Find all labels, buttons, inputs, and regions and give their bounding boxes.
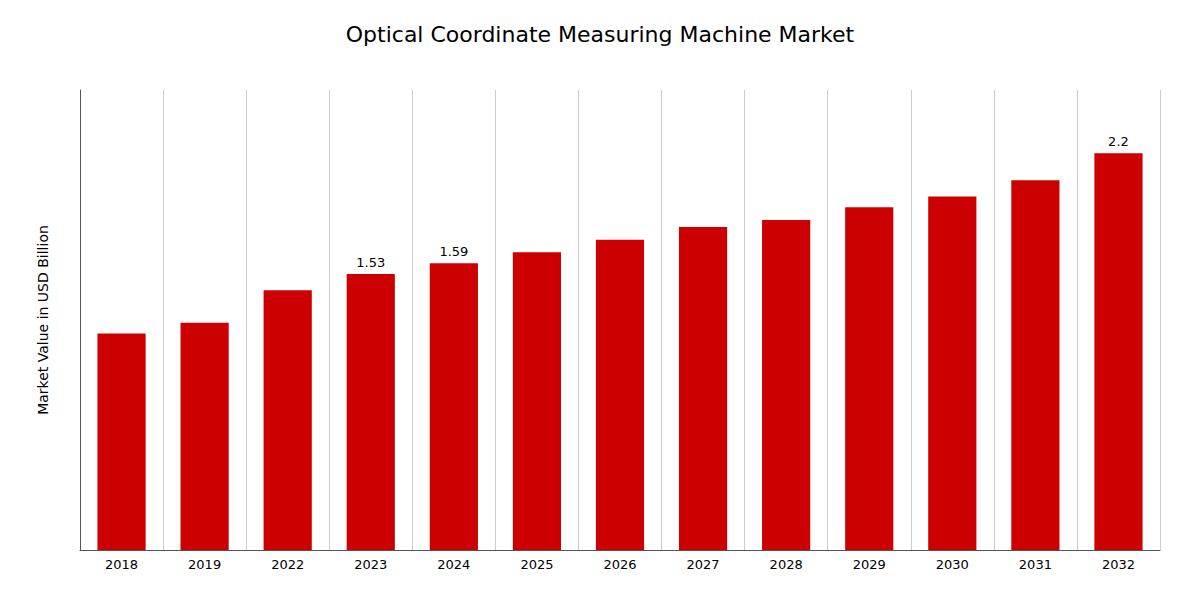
svg-text:2.2: 2.2	[1108, 134, 1129, 149]
svg-text:2027: 2027	[687, 557, 720, 572]
svg-text:2024: 2024	[437, 557, 470, 572]
svg-text:2026: 2026	[603, 557, 636, 572]
svg-text:1.53: 1.53	[356, 255, 385, 270]
svg-text:2028: 2028	[770, 557, 803, 572]
svg-text:2032: 2032	[1102, 557, 1135, 572]
svg-text:1.59: 1.59	[439, 244, 468, 259]
svg-text:2029: 2029	[853, 557, 886, 572]
svg-text:2023: 2023	[354, 557, 387, 572]
svg-text:2019: 2019	[188, 557, 221, 572]
svg-text:2025: 2025	[520, 557, 553, 572]
svg-text:2018: 2018	[105, 557, 138, 572]
svg-text:2022: 2022	[271, 557, 304, 572]
svg-text:2030: 2030	[936, 557, 969, 572]
svg-text:2031: 2031	[1019, 557, 1052, 572]
svg-text:Optical Coordinate Measuring M: Optical Coordinate Measuring Machine Mar…	[346, 22, 855, 47]
svg-text:Market Value in USD Billion: Market Value in USD Billion	[35, 225, 51, 415]
